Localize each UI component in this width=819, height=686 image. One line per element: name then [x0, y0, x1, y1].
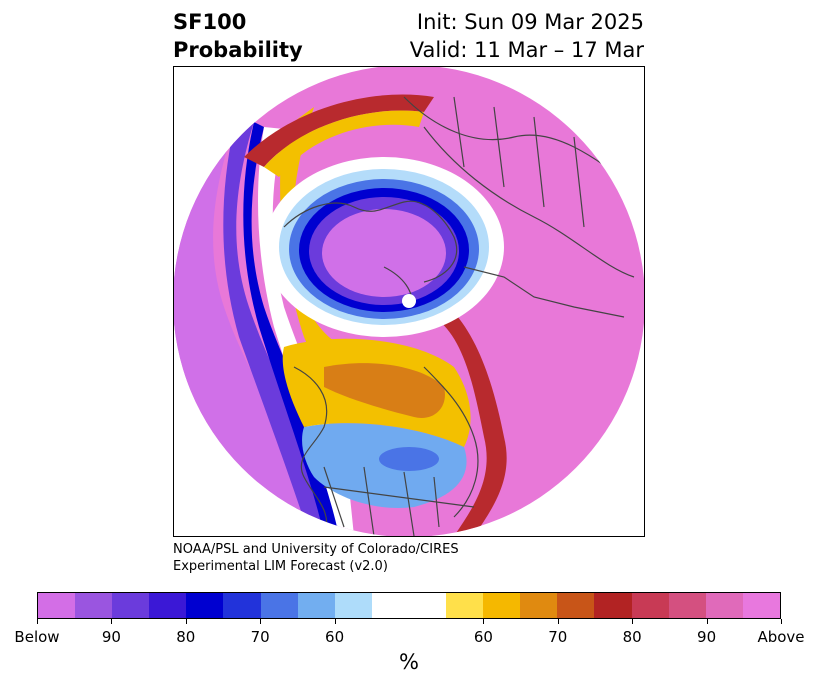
colorbar-segment [334, 593, 372, 618]
colorbar-segment [186, 593, 224, 618]
colorbar-tick-label: 90 [697, 628, 717, 646]
colorbar-tick-label: 80 [622, 628, 642, 646]
colorbar-segment [742, 593, 780, 618]
title-init-date: Init: Sun 09 Mar 2025 [416, 10, 644, 34]
title-right: Init: Sun 09 Mar 2025 Valid: 11 Mar – 17… [410, 8, 644, 64]
colorbar-tick-label: 60 [325, 628, 345, 646]
colorbar-tick-label: 80 [176, 628, 196, 646]
polar-vortex-below-core [322, 209, 446, 297]
colorbar-tick-mark [632, 619, 634, 624]
colorbar-segment [631, 593, 669, 618]
colorbar-tick-mark [260, 619, 262, 624]
arctic-gold-arc [264, 110, 424, 177]
north-pole-marker [402, 294, 416, 308]
map-fill-layer [174, 67, 644, 536]
colorbar-tick-label: 60 [473, 628, 493, 646]
colorbar-segment [297, 593, 335, 618]
colorbar-unit-label: % [399, 650, 419, 674]
title-valid-range: Valid: 11 Mar – 17 Mar [409, 38, 644, 62]
colorbar-tick-mark [781, 619, 782, 624]
canada-gold-band [324, 363, 445, 418]
probability-map [174, 67, 644, 536]
colorbar-segment [594, 593, 632, 618]
colorbar-tick-label: 90 [101, 628, 121, 646]
coastline-layer [283, 96, 635, 536]
north-america-cool-core [379, 447, 439, 471]
colorbar-segment [75, 593, 113, 618]
colorbar-tick-mark [185, 619, 187, 624]
arctic-red-arc [244, 94, 434, 167]
colorbar [37, 592, 781, 619]
colorbar-tick-label: 70 [250, 628, 270, 646]
colorbar-tick-mark [557, 619, 559, 624]
colorbar-tick-label: Below [14, 628, 60, 646]
colorbar-segment [557, 593, 595, 618]
title-variable: SF100 [173, 10, 247, 34]
credit-line-2: Experimental LIM Forecast (v2.0) [173, 559, 388, 574]
colorbar-segment [38, 593, 76, 618]
colorbar-tick-mark [483, 619, 485, 624]
colorbar-segment [408, 593, 447, 618]
colorbar-tick-mark [37, 619, 38, 624]
colorbar-tick-label: Above [757, 628, 805, 646]
credit-line-1: NOAA/PSL and University of Colorado/CIRE… [173, 542, 459, 557]
colorbar-segment [112, 593, 150, 618]
atlantic-red-ridge [434, 307, 507, 536]
colorbar-segment [520, 593, 558, 618]
colorbar-tick-mark [706, 619, 708, 624]
title-left: SF100 Probability [173, 8, 303, 64]
data-credit: NOAA/PSL and University of Colorado/CIRE… [173, 541, 459, 575]
colorbar-segment [446, 593, 484, 618]
colorbar-segment [705, 593, 743, 618]
map-panel [173, 66, 645, 537]
colorbar-segment [668, 593, 706, 618]
colorbar-segment [260, 593, 298, 618]
colorbar-tick-label: 70 [548, 628, 568, 646]
colorbar-segment [223, 593, 261, 618]
colorbar-tick-mark [334, 619, 336, 624]
colorbar-segment [371, 593, 409, 618]
title-field: Probability [173, 38, 303, 62]
colorbar-tick-mark [111, 619, 113, 624]
colorbar-segment [483, 593, 521, 618]
colorbar-segment [149, 593, 187, 618]
